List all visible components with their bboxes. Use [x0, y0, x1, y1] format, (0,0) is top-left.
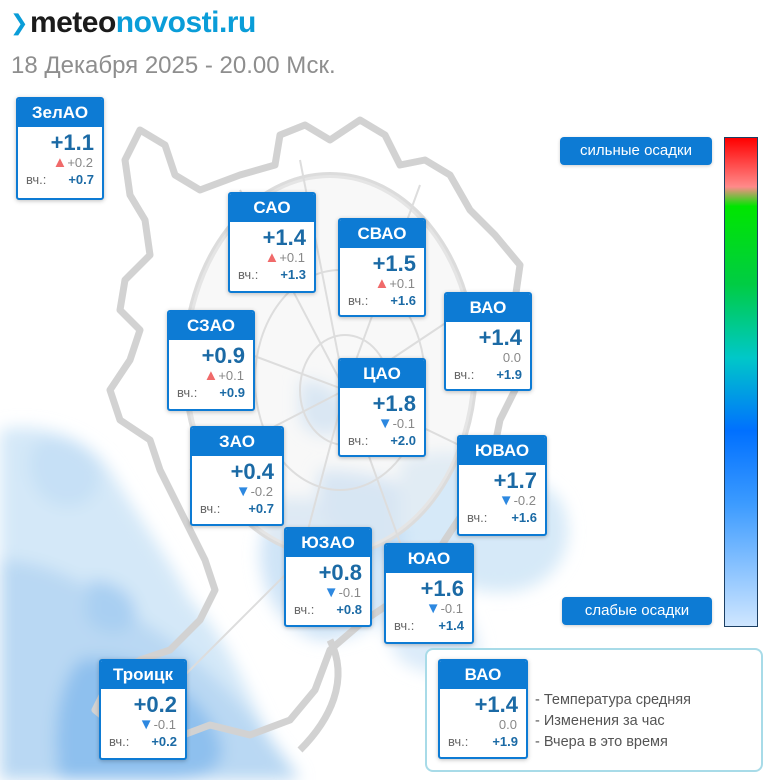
district-yesterday: вч.: +0.7: [200, 501, 274, 516]
district-card-cao: ЦАО +1.8 ▼-0.1 вч.: +2.0: [338, 358, 426, 457]
district-change: ▲+0.1: [264, 249, 305, 266]
district-card-vao: ВАО +1.4 0.0 вч.: +1.9: [444, 292, 532, 391]
trend-up-icon: ▲: [374, 275, 390, 292]
district-temp: +1.6: [420, 576, 464, 601]
district-name: ВАО: [446, 294, 530, 322]
district-change: 0.0: [502, 350, 521, 365]
legend-text: - Температура средняя - Изменения за час…: [535, 690, 691, 753]
trend-down-icon: ▼: [235, 483, 251, 500]
district-card-yuvao: ЮВАО +1.7 ▼-0.2 вч.: +1.6: [457, 435, 547, 536]
district-yesterday: вч.: +1.9: [454, 367, 522, 382]
district-name: ЗАО: [192, 428, 282, 456]
district-temp: +1.4: [474, 692, 518, 717]
city-boundary: [91, 116, 529, 753]
district-change: ▼-0.1: [377, 415, 415, 432]
district-change: ▼-0.2: [235, 483, 273, 500]
district-change: ▲+0.1: [203, 367, 244, 384]
district-card-yuzao: ЮЗАО +0.8 ▼-0.1 вч.: +0.8: [284, 527, 372, 627]
district-name: ЮЗАО: [286, 529, 370, 557]
district-yesterday: вч.: +0.8: [294, 602, 362, 617]
district-name: Троицк: [101, 661, 185, 689]
legend-line-change: - Изменения за час: [535, 713, 665, 729]
district-card-zao: ЗАО +0.4 ▼-0.2 вч.: +0.7: [190, 426, 284, 526]
district-temp: +0.8: [318, 560, 362, 585]
district-temp: +1.8: [372, 391, 416, 416]
logo-suffix: novosti.ru: [115, 6, 257, 39]
district-change: ▲+0.1: [374, 275, 415, 292]
district-name: ЮВАО: [459, 437, 545, 465]
district-change: ▼-0.2: [498, 492, 536, 509]
district-name: ЦАО: [340, 360, 424, 388]
chevron-right-icon: ❯: [10, 10, 28, 35]
district-change: ▲+0.2: [52, 154, 93, 171]
precip-color-scale: [724, 137, 758, 627]
district-change: 0.0: [498, 717, 517, 732]
district-yesterday: вч.: +1.6: [467, 510, 537, 525]
district-temp: +0.2: [133, 692, 177, 717]
trend-down-icon: ▼: [425, 600, 441, 617]
trend-down-icon: ▼: [138, 716, 154, 733]
trend-down-icon: ▼: [498, 492, 514, 509]
district-yesterday: вч.: +1.6: [348, 293, 416, 308]
district-card-szao: СЗАО +0.9 ▲+0.1 вч.: +0.9: [167, 310, 255, 411]
district-name: СЗАО: [169, 312, 253, 340]
district-name: СВАО: [340, 220, 424, 248]
district-card-yuao: ЮАО +1.6 ▼-0.1 вч.: +1.4: [384, 543, 474, 644]
date-subtitle: 18 Декабря 2025 - 20.00 Мск.: [11, 52, 336, 79]
district-temp: +0.4: [230, 459, 274, 484]
trend-up-icon: ▲: [203, 367, 219, 384]
trend-up-icon: ▲: [52, 154, 68, 171]
district-name: ВАО: [440, 661, 526, 689]
district-yesterday: вч.: +2.0: [348, 433, 416, 448]
district-yesterday: вч.: +0.2: [109, 734, 177, 749]
site-logo[interactable]: ❯meteonovosti.ru: [10, 6, 256, 40]
district-name: САО: [230, 194, 314, 222]
district-temp: +0.9: [201, 343, 245, 368]
trend-down-icon: ▼: [377, 415, 393, 432]
district-change: ▼-0.1: [425, 600, 463, 617]
district-yesterday: вч.: +0.9: [177, 385, 245, 400]
district-temp: +1.4: [478, 325, 522, 350]
district-card-zelao: ЗелАО +1.1 ▲+0.2 вч.: +0.7: [16, 97, 104, 200]
district-temp: +1.7: [493, 468, 537, 493]
district-card-sao: САО +1.4 ▲+0.1 вч.: +1.3: [228, 192, 316, 293]
logo-prefix: meteo: [29, 6, 116, 39]
district-temp: +1.5: [372, 251, 416, 276]
district-yesterday: вч.: +1.3: [238, 267, 306, 282]
trend-down-icon: ▼: [323, 584, 339, 601]
district-yesterday: вч.: +1.4: [394, 618, 464, 633]
district-card-svao: СВАО +1.5 ▲+0.1 вч.: +1.6: [338, 218, 426, 317]
district-yesterday: вч.: +0.7: [26, 172, 94, 187]
precip-heavy-label: сильные осадки: [560, 137, 712, 165]
district-change: ▼-0.1: [138, 716, 176, 733]
legend-line-yesterday: - Вчера в это время: [535, 734, 668, 750]
district-yesterday: вч.: +1.9: [448, 734, 518, 749]
district-temp: +1.1: [50, 130, 94, 155]
district-name: ЮАО: [386, 545, 472, 573]
district-card-troitsk: Троицк +0.2 ▼-0.1 вч.: +0.2: [99, 659, 187, 760]
district-temp: +1.4: [262, 225, 306, 250]
legend-line-temp: - Температура средняя: [535, 692, 691, 708]
district-change: ▼-0.1: [323, 584, 361, 601]
precip-light-label: слабые осадки: [562, 597, 712, 625]
trend-up-icon: ▲: [264, 249, 280, 266]
district-name: ЗелАО: [18, 99, 102, 127]
legend-sample-card: ВАО +1.4 0.0 вч.: +1.9: [438, 659, 528, 759]
